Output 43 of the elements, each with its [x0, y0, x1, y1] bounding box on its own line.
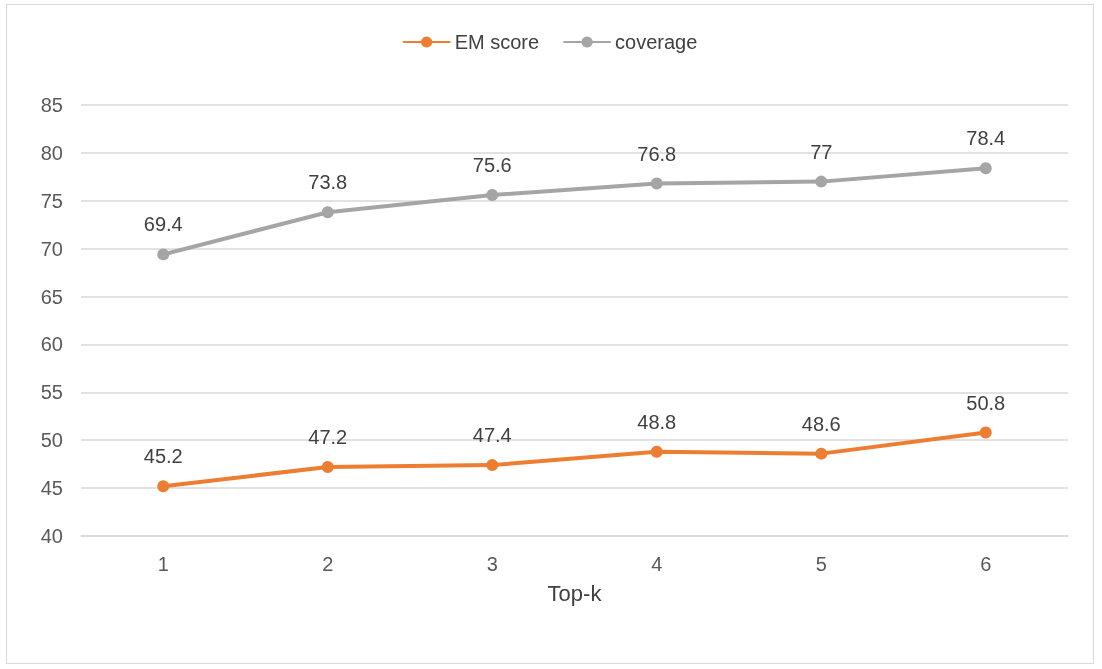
point [650, 445, 663, 458]
y-tick-label: 40 [40, 525, 63, 547]
x-tick-label: 4 [651, 553, 663, 575]
y-tick-label: 70 [40, 237, 63, 260]
y-tick-label: 75 [40, 189, 63, 212]
data-label: 78.4 [966, 127, 1006, 150]
data-label: 69.4 [143, 213, 183, 236]
point [157, 480, 170, 493]
point [815, 175, 828, 188]
y-tick-label: 60 [40, 333, 63, 356]
data-label: 50.8 [966, 391, 1006, 414]
point [157, 248, 170, 261]
point [321, 461, 334, 474]
y-tick-label: 85 [40, 94, 63, 116]
x-tick-label: 5 [815, 553, 827, 575]
y-tick-label: 55 [40, 381, 63, 404]
x-axis-title: Top-k [547, 580, 603, 606]
data-label: 75.6 [472, 154, 512, 177]
point [979, 162, 992, 175]
y-tick-label: 80 [40, 141, 63, 164]
data-label: 48.8 [637, 410, 677, 433]
x-tick-label: 1 [157, 553, 169, 575]
y-tick-label: 65 [40, 285, 63, 308]
y-tick-label: 45 [40, 477, 63, 500]
y-tick-label: 50 [40, 429, 63, 452]
point [650, 177, 663, 190]
data-label: 45.2 [143, 445, 183, 468]
legend-label: EM score [454, 31, 540, 53]
x-tick-label: 6 [980, 553, 992, 575]
point [815, 447, 828, 460]
point [979, 426, 992, 439]
data-label: 73.8 [308, 171, 348, 194]
point [321, 206, 334, 219]
data-label: 48.6 [801, 412, 841, 435]
data-label: 76.8 [637, 142, 677, 165]
x-tick-label: 3 [486, 553, 498, 575]
data-label: 47.4 [472, 424, 512, 447]
legend-label: coverage [615, 31, 698, 53]
x-tick-label: 2 [322, 553, 334, 575]
point [486, 189, 499, 202]
data-label: 47.2 [308, 426, 348, 449]
data-label: 77 [810, 140, 833, 163]
point [486, 459, 499, 472]
